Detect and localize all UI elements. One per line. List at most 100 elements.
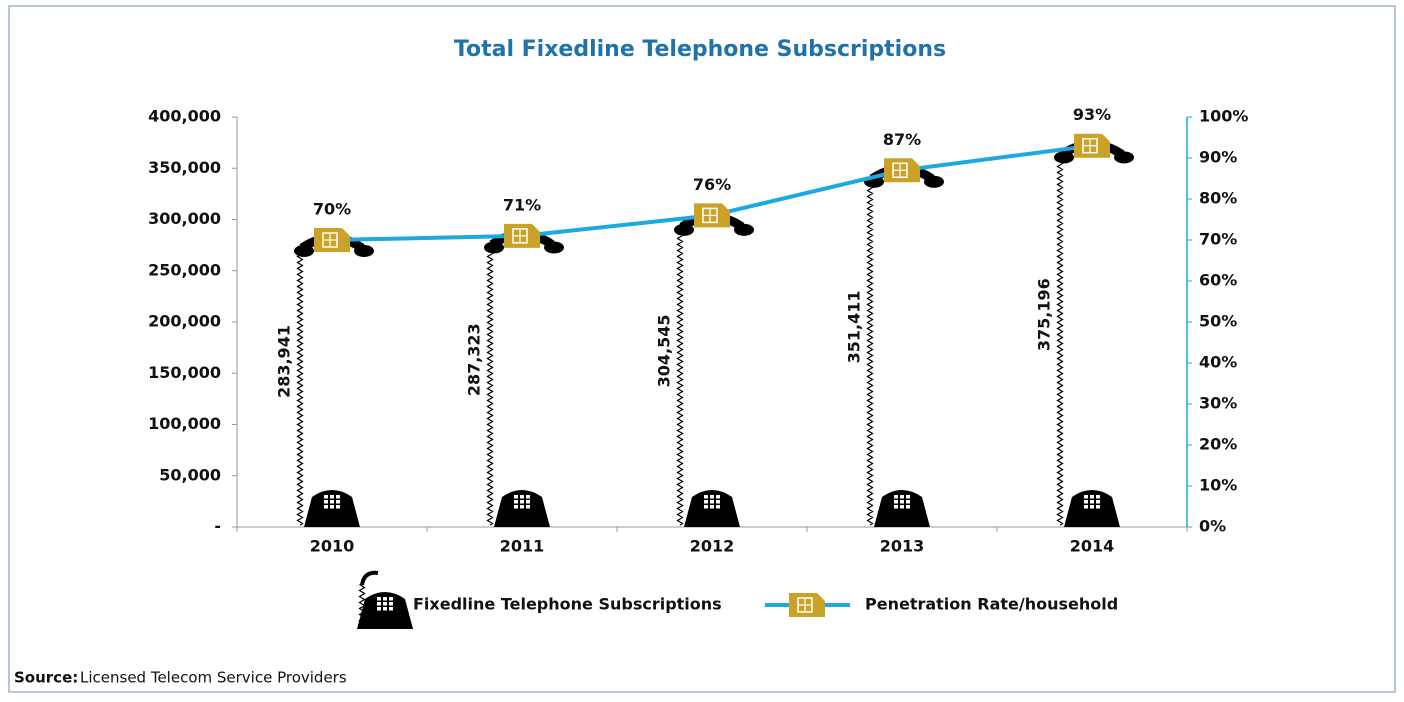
y2-tick-label: 10%: [1199, 476, 1237, 495]
phone-key: [894, 495, 898, 499]
x-tick-label: 2013: [880, 537, 925, 556]
value-label: 93%: [1073, 105, 1111, 124]
bar: [484, 230, 564, 527]
phone-key: [900, 500, 904, 504]
handset-end: [674, 223, 694, 236]
phone-key: [710, 505, 714, 509]
y2-tick-label: 20%: [1199, 435, 1237, 454]
y2-tick-label: 50%: [1199, 312, 1237, 331]
value-label: 76%: [693, 175, 731, 194]
value-label: 287,323: [465, 323, 484, 396]
phone-key: [894, 500, 898, 504]
handset-end: [1114, 151, 1134, 164]
phone-key: [710, 495, 714, 499]
phone-key: [383, 602, 387, 606]
phone-key: [1096, 495, 1100, 499]
value-label: 304,545: [655, 314, 674, 387]
phone-key: [906, 495, 910, 499]
phone-key: [330, 495, 334, 499]
y-tick-label: 50,000: [159, 465, 221, 484]
phone-cord: [676, 228, 684, 526]
sim-marker: [884, 158, 920, 183]
source-text: Licensed Telecom Service Providers: [80, 669, 347, 687]
sim-marker: [314, 228, 350, 252]
y-tick-label: 100,000: [148, 414, 221, 433]
phone-key: [377, 597, 381, 601]
phone-cord: [1056, 156, 1064, 526]
x-tick-label: 2011: [500, 537, 545, 556]
phone-key: [324, 495, 328, 499]
phone-cord: [296, 249, 304, 526]
phone-key: [1084, 500, 1088, 504]
y-tick-label: 250,000: [148, 260, 221, 279]
phone-key: [704, 495, 708, 499]
handset-end: [354, 244, 374, 257]
sim-marker: [504, 223, 540, 248]
sim-marker: [789, 593, 825, 617]
y-tick-label: -: [214, 517, 221, 536]
frame: [8, 5, 1396, 693]
phone-key: [906, 505, 910, 509]
sim-marker: [694, 203, 730, 228]
y-tick-label: 350,000: [148, 158, 221, 177]
phone-key: [526, 495, 530, 499]
phone-key: [1090, 500, 1094, 504]
phone-key: [900, 505, 904, 509]
bar: [674, 212, 754, 527]
phone-key: [336, 495, 340, 499]
chart-title: Total Fixedline Telephone Subscriptions: [454, 37, 946, 62]
phone-key: [520, 495, 524, 499]
phone-key: [383, 597, 387, 601]
phone-key: [1084, 495, 1088, 499]
phone-key: [900, 495, 904, 499]
phone-key: [389, 602, 393, 606]
value-label: 87%: [883, 130, 921, 149]
handset-end: [924, 175, 944, 188]
phone-key: [1090, 495, 1094, 499]
phone-key: [704, 500, 708, 504]
phone-key: [330, 505, 334, 509]
y2-tick-label: 90%: [1199, 148, 1237, 167]
phone-key: [330, 500, 334, 504]
y2-tick-label: 70%: [1199, 230, 1237, 249]
y2-tick-label: 60%: [1199, 271, 1237, 290]
y2-tick-label: 30%: [1199, 394, 1237, 413]
phone-key: [1090, 505, 1094, 509]
sim-marker: [1074, 133, 1110, 158]
phone-key: [704, 505, 708, 509]
phone-key: [389, 607, 393, 611]
x-tick-label: 2012: [690, 537, 735, 556]
phone-key: [383, 607, 387, 611]
value-label: 71%: [503, 195, 541, 214]
phone-key: [716, 500, 720, 504]
x-tick-label: 2010: [310, 537, 355, 556]
y-tick-label: 300,000: [148, 209, 221, 228]
phone-key: [514, 505, 518, 509]
phone-key: [377, 607, 381, 611]
legend-label: Penetration Rate/household: [865, 595, 1118, 614]
phone-key: [324, 500, 328, 504]
legend-icon: [357, 570, 413, 629]
value-label: 375,196: [1035, 278, 1054, 351]
legend-handset: [360, 570, 379, 586]
y-tick-label: 150,000: [148, 363, 221, 382]
handset-end: [734, 223, 754, 236]
y-tick-label: 200,000: [148, 312, 221, 331]
handset-end: [1054, 151, 1074, 164]
bar: [1054, 140, 1134, 527]
phone-key: [514, 500, 518, 504]
phone-key: [1084, 505, 1088, 509]
phone-key: [520, 505, 524, 509]
y2-tick-label: 40%: [1199, 353, 1237, 372]
source-label: Source:: [14, 669, 78, 687]
phone-key: [716, 505, 720, 509]
phone-key: [389, 597, 393, 601]
phone-cord: [486, 246, 494, 526]
handset-end: [294, 244, 314, 257]
phone-key: [894, 505, 898, 509]
bar: [864, 164, 944, 527]
phone-key: [336, 505, 340, 509]
y-tick-label: 400,000: [148, 107, 221, 126]
value-label: 283,941: [275, 325, 294, 398]
